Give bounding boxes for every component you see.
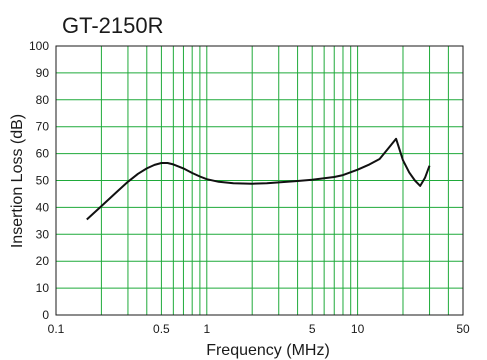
x-tick-label: 5 [309, 322, 316, 336]
x-tick-label: 10 [351, 322, 365, 336]
y-tick-label: 0 [42, 308, 49, 322]
x-tick-label: 1 [203, 322, 210, 336]
x-tick-label: 0.5 [153, 322, 170, 336]
x-tick-label: 50 [456, 322, 470, 336]
y-tick-label: 40 [36, 200, 50, 214]
y-tick-label: 70 [36, 120, 50, 134]
y-axis-label: Insertion Loss (dB) [9, 114, 26, 248]
series-line [86, 137, 431, 221]
y-axis-ticks: 0 10 20 30 40 50 60 70 80 90 100 [29, 39, 49, 322]
x-axis-ticks: 0.1 0.5 1 5 10 50 [48, 322, 470, 336]
x-axis-label: Frequency (MHz) [206, 342, 330, 359]
y-tick-label: 90 [36, 66, 50, 80]
y-tick-label: 60 [36, 147, 50, 161]
x-tick-label: 0.1 [48, 322, 65, 336]
y-tick-label: 10 [36, 281, 50, 295]
y-tick-label: 50 [36, 174, 50, 188]
y-tick-label: 80 [36, 93, 50, 107]
grid [55, 45, 464, 316]
y-tick-label: 100 [29, 39, 49, 53]
y-tick-label: 30 [36, 227, 50, 241]
plot-frame [55, 45, 464, 316]
y-tick-label: 20 [36, 254, 50, 268]
chart-title: GT-2150R [62, 13, 164, 38]
